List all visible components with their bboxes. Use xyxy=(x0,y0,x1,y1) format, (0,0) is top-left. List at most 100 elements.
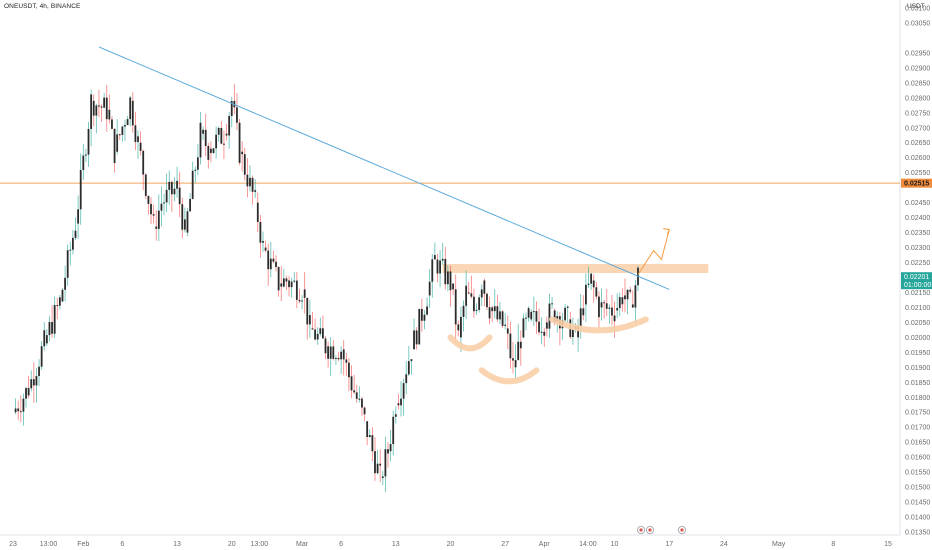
candle-body xyxy=(355,392,358,399)
candle-body xyxy=(488,307,491,319)
candle-body xyxy=(486,293,488,308)
candle-body xyxy=(345,359,348,363)
candle-countdown-text: 01:00:00 xyxy=(904,282,931,289)
candle-body xyxy=(470,293,473,297)
candle-body xyxy=(457,324,460,331)
y-tick-label: 0.02900 xyxy=(905,65,930,72)
candle-body xyxy=(361,398,363,408)
candle-body xyxy=(407,361,410,375)
candle-body xyxy=(342,349,345,360)
candle-body xyxy=(90,94,93,129)
candle-body xyxy=(160,203,163,211)
candle-body xyxy=(611,307,613,316)
candle-body xyxy=(571,329,574,338)
candle-body xyxy=(293,280,296,282)
candle-body xyxy=(631,304,634,308)
candle-body xyxy=(79,170,82,210)
candle-body xyxy=(116,134,119,152)
candle-body xyxy=(267,250,270,270)
candle-body xyxy=(600,302,603,308)
candle-body xyxy=(223,143,225,145)
x-tick-label: 17 xyxy=(665,541,673,548)
candle-body xyxy=(298,299,301,302)
y-tick-label: 0.01550 xyxy=(905,470,930,477)
y-tick-label: 0.01850 xyxy=(905,380,930,387)
y-tick-label: 0.02150 xyxy=(905,290,930,297)
candle-body xyxy=(306,297,309,325)
candle-body xyxy=(92,100,95,116)
candle-body xyxy=(150,203,152,215)
candle-body xyxy=(77,209,80,224)
candle-body xyxy=(118,134,121,136)
candle-body xyxy=(196,157,199,170)
candle-body xyxy=(535,311,538,322)
candle-body xyxy=(483,280,486,294)
y-tick-label: 0.01500 xyxy=(905,485,930,492)
candle-body xyxy=(634,285,637,308)
candle-body xyxy=(491,307,494,312)
level-price-text: 0.02515 xyxy=(904,181,929,188)
candle-body xyxy=(194,169,197,171)
candle-body xyxy=(264,247,267,251)
candle-body xyxy=(207,145,210,160)
candle-body xyxy=(249,177,251,187)
candle-body xyxy=(176,180,178,189)
candle-body xyxy=(366,421,369,438)
candle-body xyxy=(105,97,108,120)
symbol-title: ONEUSDT, 4h, BINANCE xyxy=(4,3,81,10)
candle-body xyxy=(605,303,608,309)
x-tick-label: 14:00 xyxy=(579,541,597,548)
candle-body xyxy=(285,278,288,282)
candle-body xyxy=(32,379,35,386)
candle-body xyxy=(124,125,126,127)
x-tick-label: 23 xyxy=(9,541,17,548)
candle-body xyxy=(504,324,507,326)
x-tick-label: 6 xyxy=(339,541,343,548)
candle-body xyxy=(168,181,171,190)
y-tick-label: 0.01400 xyxy=(905,515,930,522)
candle-body xyxy=(538,321,540,333)
current-price-text: 0.02201 xyxy=(904,274,929,281)
candle-body xyxy=(74,230,77,238)
x-tick-label: Mar xyxy=(296,541,309,548)
y-tick-label: 0.01750 xyxy=(905,410,930,417)
resistance-zone xyxy=(442,264,709,273)
event-marker-dot xyxy=(648,528,652,532)
candle-body xyxy=(431,259,434,282)
candle-body xyxy=(603,302,606,304)
candle-body xyxy=(436,259,439,274)
candle-body xyxy=(525,317,527,319)
x-tick-label: 24 xyxy=(720,541,728,548)
candle-body xyxy=(280,283,283,287)
y-tick-label: 0.01950 xyxy=(905,350,930,357)
candle-body xyxy=(553,310,556,323)
candle-body xyxy=(577,326,580,338)
candle-body xyxy=(186,211,189,233)
candle-body xyxy=(616,308,619,311)
candle-body xyxy=(22,398,25,412)
candle-body xyxy=(480,289,483,298)
candle-body xyxy=(163,202,165,204)
candle-body xyxy=(66,250,69,278)
candle-body xyxy=(236,107,238,123)
y-tick-label: 0.03050 xyxy=(905,20,930,27)
candle-body xyxy=(58,297,61,306)
candle-body xyxy=(418,308,421,345)
pattern-arc-1 xyxy=(447,334,493,352)
candle-body xyxy=(314,329,316,340)
current-price-tag xyxy=(901,272,932,290)
symbol-name: ONEUSDT xyxy=(4,3,36,10)
candle-body xyxy=(433,255,436,260)
y-tick-label: 0.01900 xyxy=(905,365,930,372)
candle-body xyxy=(311,328,314,330)
candle-body xyxy=(14,408,17,413)
interval-label: 4h xyxy=(39,3,48,10)
candle-body xyxy=(275,261,277,268)
x-tick-label: Feb xyxy=(77,541,89,548)
candle-body xyxy=(551,303,553,305)
candle-body xyxy=(350,376,353,391)
candle-body xyxy=(319,328,322,334)
candle-body xyxy=(324,338,327,354)
y-tick-label: 0.02050 xyxy=(905,320,930,327)
